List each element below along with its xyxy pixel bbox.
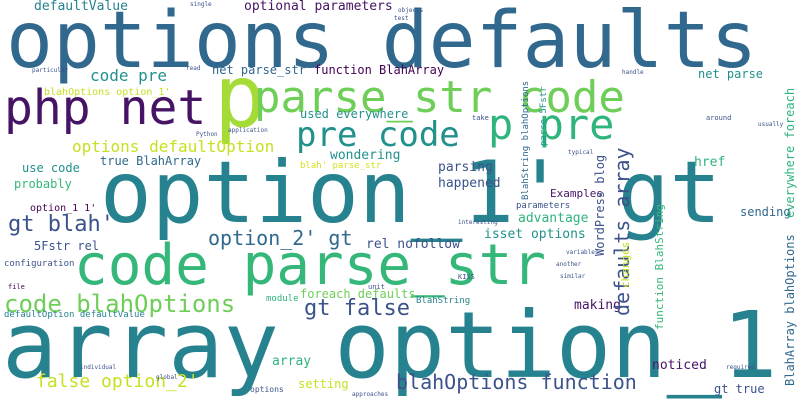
word-option-1-gt: option_1' gt — [100, 143, 722, 243]
word-usually: usually — [758, 121, 784, 128]
word-another: another — [556, 261, 582, 268]
word-wordpress-blog: WordPress blog — [593, 154, 607, 256]
word-take: take — [472, 114, 489, 122]
word-array: array — [272, 354, 312, 369]
word-application: application — [228, 127, 268, 134]
word-defaultvalue: defaultValue — [34, 0, 128, 14]
word-unit: unit — [368, 283, 385, 291]
word-parsing: parsing — [438, 160, 493, 175]
word-test: test — [394, 15, 409, 22]
word-gt-true: gt true — [714, 382, 765, 396]
word-around: around — [706, 114, 732, 122]
word-typical: typical — [568, 149, 594, 156]
word-php-net: php net — [4, 80, 207, 136]
word-use-code: use code — [22, 161, 80, 175]
word-parse-str-code: parse_str code — [254, 72, 625, 123]
word-python: Python — [196, 131, 218, 138]
word-making: making — [574, 298, 621, 313]
word-false-option-2: false option_2' — [36, 371, 199, 392]
word-code-pre: code pre — [90, 66, 168, 85]
word-blahoptions-option-1: blahOptions option_1' — [44, 87, 171, 98]
word-sending: sending — [740, 205, 791, 219]
word-approaches: approaches — [352, 391, 389, 398]
word-option-2-gt: option_2' gt — [208, 226, 353, 250]
word-blah-parse-str: blah' parse_str — [300, 161, 382, 171]
word-global: global — [156, 374, 178, 381]
word-p-big: p — [214, 47, 266, 147]
word-defaultoption-defaultvalue: defaultOption defaultValue — [4, 310, 145, 320]
word-objects: objects — [398, 7, 424, 14]
word-true-blaharray: true BlahArray — [100, 154, 202, 168]
word-net-parse-str: net parse_str — [212, 63, 306, 77]
word-everywhere-foreach: everywhere foreach — [783, 87, 797, 218]
word-parameters: parameters — [516, 201, 571, 211]
word-gt-blah: gt blah' — [8, 212, 114, 237]
word-wondering: wondering — [330, 148, 401, 163]
word-noticed: noticed — [652, 358, 707, 373]
word-function-blaharray: function BlahArray — [314, 63, 445, 77]
word-5fstr-rel: 5Fstr rel — [34, 239, 100, 253]
word-module: module — [266, 294, 299, 304]
word-happened: happened — [438, 176, 501, 191]
word-net-parse: net parse — [698, 67, 764, 81]
word-blahstring-blahoptions: BlahString blahOptions — [521, 80, 531, 200]
word-examples: Examples — [550, 187, 603, 200]
word-p-pre: p pre — [488, 100, 615, 149]
word-configuration: configuration — [4, 259, 75, 269]
word-individual: individual — [80, 364, 117, 371]
word-blaharray-blahoptions: BlahArray blahOptions — [783, 234, 797, 386]
word-options-defaultoption: options defaultOption — [72, 137, 275, 156]
word-optional-parameters: optional parameters — [244, 0, 393, 14]
word-function-blahstring: function BlahString — [653, 204, 666, 330]
word-gt-false: gt false — [304, 296, 410, 321]
word-read: read — [186, 65, 201, 72]
word-isset-options: isset options — [484, 227, 586, 242]
word-required: required — [726, 364, 755, 371]
word-code-parse-str: code parse_str — [74, 233, 547, 298]
word-blahstring: BlahString — [416, 296, 471, 306]
word-foreach-defaults: foreach defaults — [300, 287, 416, 301]
word-single: single — [190, 1, 212, 8]
word-options-small: options — [250, 385, 284, 394]
word-defaults-array: defaults array — [610, 147, 634, 316]
word-similar: similar — [560, 273, 586, 280]
word-option-1-1: option_1 1' — [30, 203, 97, 214]
word-probably: probably — [14, 177, 72, 191]
word-file: file — [8, 283, 25, 291]
word-blahoptions-function: blahOptions function — [396, 370, 637, 394]
word-handle: handle — [622, 69, 644, 76]
word-interesting: interesting — [458, 219, 498, 226]
word-kiss: KISS — [458, 273, 475, 281]
word-code-blahoptions: code blahOptions — [4, 290, 236, 318]
word-array-option-1: array option_1' — [2, 292, 800, 399]
word-changes: changes — [619, 241, 632, 288]
word-parse-5fstr: parse 5Fstr — [539, 86, 549, 146]
word-pre-code: pre code — [296, 115, 460, 155]
word-variables: variables — [566, 249, 599, 256]
word-options-defaults: options defaults — [6, 0, 758, 86]
word-advantage: advantage — [518, 211, 589, 226]
word-setting: setting — [298, 377, 349, 391]
word-particular: particular — [32, 67, 69, 74]
word-href: href — [694, 155, 726, 170]
word-rel-nofollow: rel nofollow — [366, 237, 460, 252]
word-used-everywhere: used everywhere — [300, 107, 409, 121]
